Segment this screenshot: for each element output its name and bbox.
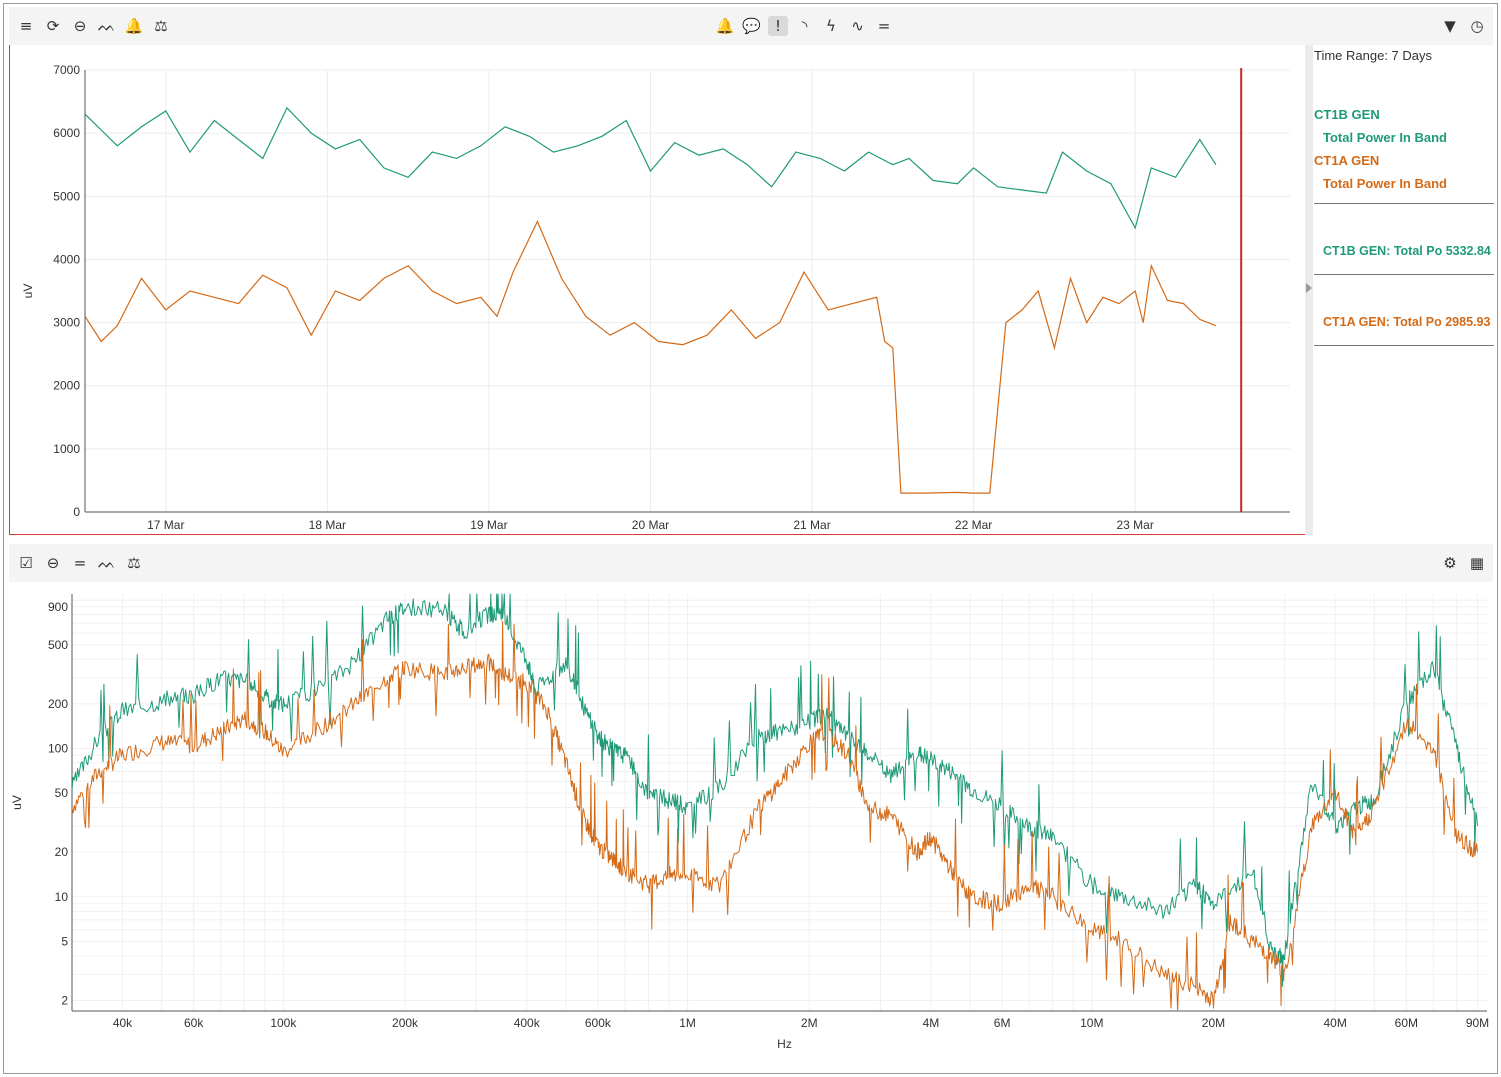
y-tick-label: 3000 [53, 316, 80, 330]
collapse-arrow-icon[interactable] [1306, 283, 1312, 293]
readout-ct1b: CT1B GEN: Total Po 5332.84 [1323, 244, 1491, 258]
x-tick-label: 90M [1466, 1016, 1489, 1030]
x-tick-label: 40M [1323, 1016, 1346, 1030]
sidebar-divider [1314, 203, 1494, 204]
readout-ct1a: CT1A GEN: Total Po 2985.93 [1323, 315, 1490, 329]
time-series-panel [9, 45, 1306, 535]
y-tick-label: 20 [55, 845, 69, 859]
grid-icon[interactable]: ▦ [1469, 554, 1485, 572]
x-axis-label: Hz [777, 1037, 792, 1051]
y-tick-label: 100 [48, 741, 68, 755]
x-tick-label: 60M [1395, 1016, 1418, 1030]
sidebar-divider [1314, 345, 1494, 346]
y-tick-label: 500 [48, 638, 68, 652]
app-window [3, 3, 1498, 1074]
series-line-ct1b [84, 106, 1217, 230]
x-tick-label: 600k [585, 1016, 612, 1030]
gear-icon[interactable]: ⚙ [1443, 554, 1457, 572]
y-tick-label: 50 [55, 786, 69, 800]
peaks-icon[interactable]: ᨓ [98, 17, 116, 35]
spectrum-chart[interactable]: 2 5 10 20 50 100 200 500 900 40k 60k 100k 200k 400k 60… [5, 584, 1493, 1072]
bolt-icon[interactable]: ϟ [826, 17, 836, 35]
x-tick-label: 1M [679, 1016, 696, 1030]
bell-icon[interactable]: 🔔 [715, 17, 735, 35]
clock-icon[interactable]: ◷ [1470, 17, 1484, 35]
x-tick-label: 21 Mar [793, 518, 830, 532]
y-tick-label: 2 [61, 994, 68, 1008]
legend-sidebar: Time Range: 7 Days CT1B GEN Total Power … [1314, 45, 1494, 535]
readout-label: CT1A GEN: Total Po [1323, 315, 1442, 329]
x-tick-label: 2M [801, 1016, 818, 1030]
series-line-ct1a [84, 220, 1217, 494]
readout-value: 2985.93 [1445, 315, 1491, 329]
y-axis-label: uV [21, 284, 35, 299]
checkbox-icon[interactable]: ☑ [19, 554, 33, 572]
y-tick-label: 5 [61, 934, 68, 948]
x-tick-label: 22 Mar [955, 518, 992, 532]
sidebar-divider [1314, 274, 1494, 275]
zoom-out-icon[interactable]: ⊖ [46, 554, 60, 572]
time-range-label: Time Range: 7 Days [1314, 48, 1433, 63]
legend-series-subtitle[interactable]: Total Power In Band [1323, 130, 1447, 145]
y-tick-label: 7000 [53, 63, 80, 77]
comment-icon[interactable]: 💬 [742, 17, 761, 35]
balance-scale-icon[interactable]: ⚖ [154, 17, 168, 35]
filter-icon[interactable]: ▼ [1444, 17, 1456, 35]
legend-series-name[interactable]: CT1B GEN [1314, 107, 1380, 122]
x-tick-label: 200k [392, 1016, 419, 1030]
y-tick-label: 0 [73, 505, 80, 519]
y-tick-label: 2000 [53, 379, 80, 393]
x-tick-label: 20 Mar [632, 518, 669, 532]
legend-series-name[interactable]: CT1A GEN [1314, 153, 1380, 168]
menu-icon[interactable]: ≡ [19, 17, 33, 35]
x-tick-label: 17 Mar [147, 518, 184, 532]
x-tick-label: 10M [1080, 1016, 1103, 1030]
equals-icon[interactable]: = [877, 17, 891, 35]
x-tick-label: 40k [113, 1016, 133, 1030]
readout-label: CT1B GEN: Total Po [1323, 244, 1443, 258]
x-tick-label: 100k [270, 1016, 297, 1030]
x-tick-label: 60k [184, 1016, 204, 1030]
y-axis-label: uV [10, 795, 24, 810]
spectrum-line-ct1a [71, 620, 1478, 1012]
balance-scale-icon[interactable]: ⚖ [127, 554, 141, 572]
y-tick-label: 10 [55, 890, 69, 904]
y-tick-label: 200 [48, 697, 68, 711]
rss-icon[interactable]: ◝ [801, 17, 808, 35]
x-tick-label: 400k [514, 1016, 541, 1030]
y-tick-label: 1000 [53, 442, 80, 456]
alert-icon[interactable]: ! [768, 16, 788, 36]
waveform-icon[interactable]: ∿ [851, 17, 864, 35]
legend-series-subtitle[interactable]: Total Power In Band [1323, 176, 1447, 191]
x-tick-label: 18 Mar [309, 518, 346, 532]
top-toolbar: ≡ ⟳ ⊖ ᨓ 🔔 ⚖ 🔔 💬! ◝ ϟ ∿ = ▼ ◷ [9, 7, 1493, 45]
zoom-out-icon[interactable]: ⊖ [73, 17, 87, 35]
x-tick-label: 20M [1202, 1016, 1225, 1030]
y-tick-label: 5000 [53, 189, 80, 203]
spectrum-line-ct1b [71, 593, 1478, 987]
y-tick-label: 900 [48, 600, 68, 614]
x-tick-label: 4M [923, 1016, 940, 1030]
y-tick-label: 6000 [53, 126, 80, 140]
readout-value: 5332.84 [1445, 244, 1491, 258]
bell-outline-icon[interactable]: 🔔 [124, 17, 144, 35]
x-tick-label: 23 Mar [1116, 518, 1153, 532]
equals-icon[interactable]: = [73, 554, 87, 572]
refresh-icon[interactable]: ⟳ [46, 17, 60, 35]
x-tick-label: 19 Mar [470, 518, 507, 532]
time-series-chart[interactable]: 0 1000 2000 3000 4000 5000 6000 7000 17 Mar 18 Ma… [10, 45, 1305, 534]
x-tick-label: 6M [994, 1016, 1011, 1030]
bottom-toolbar: ☑ ⊖ = ᨓ ⚖ ⚙ ▦ [9, 544, 1493, 582]
y-tick-label: 4000 [53, 252, 80, 266]
peaks-icon[interactable]: ᨓ [98, 554, 116, 572]
